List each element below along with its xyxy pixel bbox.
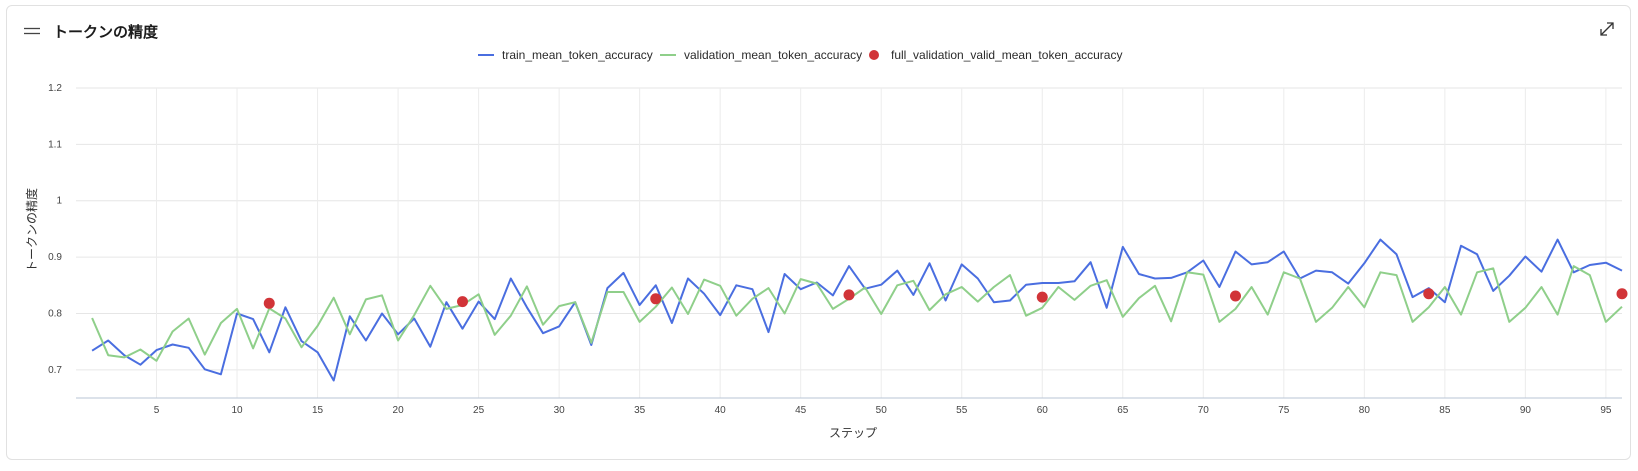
legend-label: full_validation_valid_mean_token_accurac… xyxy=(891,48,1122,62)
series-line xyxy=(91,238,1623,382)
series-validation_mean_token_accuracy xyxy=(91,265,1623,362)
data-point xyxy=(650,293,662,305)
hamburger-icon[interactable] xyxy=(23,24,41,38)
x-tick-label: 40 xyxy=(715,405,727,416)
legend-label: train_mean_token_accuracy xyxy=(502,48,653,62)
series-line xyxy=(91,265,1623,362)
x-tick-label: 85 xyxy=(1439,405,1451,416)
x-tick-label: 35 xyxy=(634,405,646,416)
x-tick-label: 30 xyxy=(554,405,566,416)
x-tick-label: 45 xyxy=(795,405,807,416)
x-tick-label: 70 xyxy=(1198,405,1210,416)
series-train_mean_token_accuracy xyxy=(91,238,1623,382)
grid-lines xyxy=(76,87,1622,398)
series-layer xyxy=(91,238,1628,382)
x-tick-label: 75 xyxy=(1278,405,1290,416)
x-tick-label: 65 xyxy=(1117,405,1129,416)
legend-swatch xyxy=(869,50,879,60)
card-header: トークンの精度 xyxy=(23,18,158,44)
x-tick-label: 95 xyxy=(1600,405,1612,416)
y-tick-label: 1 xyxy=(56,196,62,207)
legend-label: validation_mean_token_accuracy xyxy=(684,48,862,62)
y-tick-label: 0.8 xyxy=(48,308,62,319)
data-point xyxy=(1036,291,1048,303)
x-tick-label: 50 xyxy=(876,405,888,416)
legend-item: train_mean_token_accuracy xyxy=(478,48,653,62)
y-axis-label: トークンの精度 xyxy=(24,188,39,272)
chart-legend: train_mean_token_accuracy validation_mean… xyxy=(478,48,1122,62)
x-tick-label: 20 xyxy=(393,405,405,416)
data-point xyxy=(1423,288,1435,300)
data-point xyxy=(843,289,855,301)
chart-card: トークンの精度 xyxy=(6,5,1631,460)
x-tick-label: 80 xyxy=(1359,405,1371,416)
data-point xyxy=(457,296,468,308)
x-tick-label: 60 xyxy=(1037,405,1049,416)
y-tick-label: 1.2 xyxy=(48,83,62,94)
x-axis-label: ステップ xyxy=(829,426,877,440)
y-tick-label: 0.9 xyxy=(48,252,62,263)
legend-item: full_validation_valid_mean_token_accurac… xyxy=(869,48,1122,62)
y-tick-label: 0.7 xyxy=(48,365,62,376)
legend-item: validation_mean_token_accuracy xyxy=(660,48,862,62)
expand-diagonal-icon[interactable] xyxy=(1598,20,1616,38)
x-tick-label: 25 xyxy=(473,405,485,416)
axes: 0.7 0.8 0.9 1 1.1 1.2 5 10 15 20 25 30 35 40 45 50 55 60 6… xyxy=(48,83,1622,416)
x-tick-label: 15 xyxy=(312,405,324,416)
x-tick-label: 10 xyxy=(231,405,243,416)
x-tick-label: 90 xyxy=(1520,405,1532,416)
data-point xyxy=(1616,288,1628,300)
data-point xyxy=(1230,290,1241,302)
x-tick-label: 55 xyxy=(956,405,968,416)
data-point xyxy=(263,297,275,309)
card-title: トークンの精度 xyxy=(53,23,159,41)
y-tick-label: 1.1 xyxy=(48,139,62,150)
x-tick-label: 5 xyxy=(154,405,160,416)
series-full_validation_valid_mean_token_accuracy xyxy=(263,288,1628,309)
